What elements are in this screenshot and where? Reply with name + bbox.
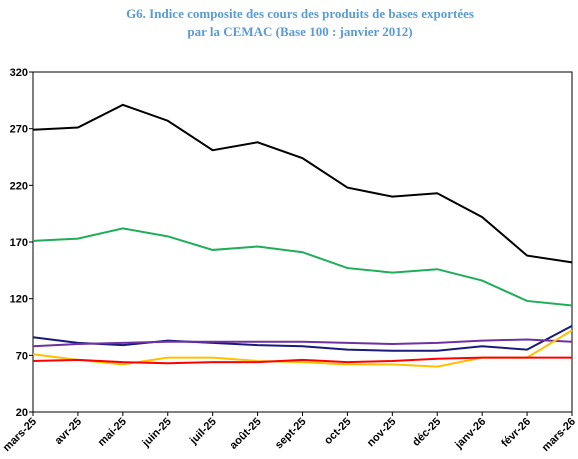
x-tick-label: août-25 <box>228 416 264 452</box>
chart-title: G6. Indice composite des cours des produ… <box>126 6 474 21</box>
series-line <box>32 103 573 264</box>
x-tick-label: juin-25 <box>140 416 174 450</box>
x-tick-label: mai-25 <box>96 416 129 449</box>
x-tick-label: janv-26 <box>452 416 488 452</box>
series-line <box>32 356 572 365</box>
x-tick-label: mars-26 <box>540 416 578 454</box>
y-tick-label: 320 <box>10 67 28 79</box>
x-tick-label: oct-25 <box>322 416 353 447</box>
series-line <box>32 227 573 307</box>
y-tick-label: 70 <box>16 350 28 362</box>
y-tick-label: 20 <box>16 407 28 419</box>
series-line <box>32 338 573 348</box>
x-tick-label: avr-25 <box>53 416 84 447</box>
y-tick-label: 170 <box>10 237 28 249</box>
x-tick-label: nov-25 <box>365 416 399 450</box>
y-tick-label: 270 <box>10 124 28 136</box>
y-tick-label: 120 <box>10 294 28 306</box>
y-tick-label: 220 <box>10 180 28 192</box>
x-tick-label: mars-25 <box>1 416 39 454</box>
x-tick-label: déc-25 <box>410 416 443 449</box>
x-tick-label: sept-25 <box>273 416 309 452</box>
chart-title: par la CEMAC (Base 100 : janvier 2012) <box>187 24 412 39</box>
x-tick-label: févr-26 <box>499 416 533 450</box>
series-line <box>32 324 573 352</box>
x-tick-label: juil-25 <box>187 416 219 448</box>
